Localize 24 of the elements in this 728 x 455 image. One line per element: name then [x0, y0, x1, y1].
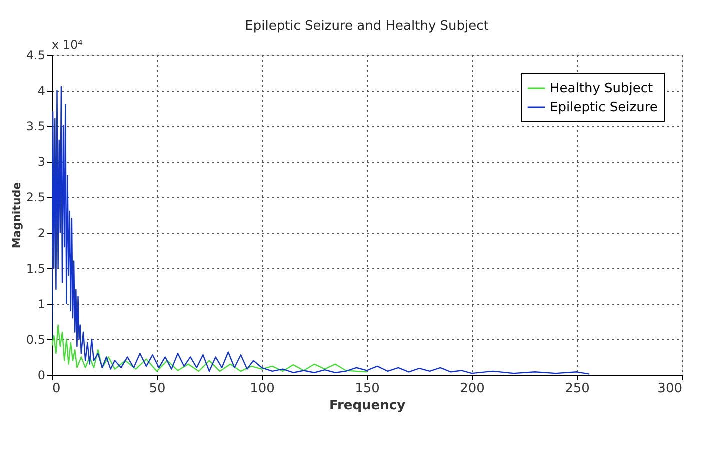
- text: x 10⁴: [52, 38, 84, 52]
- y-tick-label: 3: [38, 155, 46, 170]
- y-axis-title: Magnitude: [10, 182, 24, 249]
- chart-title: Epileptic Seizure and Healthy Subject: [245, 19, 489, 34]
- x-tick-label: 100: [250, 382, 275, 396]
- x-tick-label: 150: [355, 382, 380, 396]
- x-axis-title: Frequency: [329, 398, 406, 414]
- x-tick-label: 0: [52, 382, 61, 396]
- y-tick-label: 4: [38, 84, 46, 98]
- line-series: [52, 324, 368, 373]
- y-tick-label: 0: [38, 368, 46, 382]
- y-tick-label: 4.5: [26, 48, 46, 62]
- x-tick-label: 50: [149, 382, 166, 396]
- x-tick-label: 250: [565, 382, 590, 396]
- y-tick-label: 1.5: [26, 262, 46, 276]
- y-tick-label: 2: [38, 226, 46, 240]
- x-tick-label: 200: [460, 382, 485, 396]
- y-tick-label: 1: [38, 297, 46, 312]
- legend-label: Healthy Subject: [550, 82, 654, 96]
- y-tick-label: 0.5: [26, 332, 46, 347]
- y-tick-label: 3.5: [26, 120, 46, 134]
- y-tick-label: 2.5: [26, 190, 46, 205]
- x-tick-label: 300: [658, 382, 682, 396]
- legend-label: Epileptic Seizure: [550, 100, 658, 116]
